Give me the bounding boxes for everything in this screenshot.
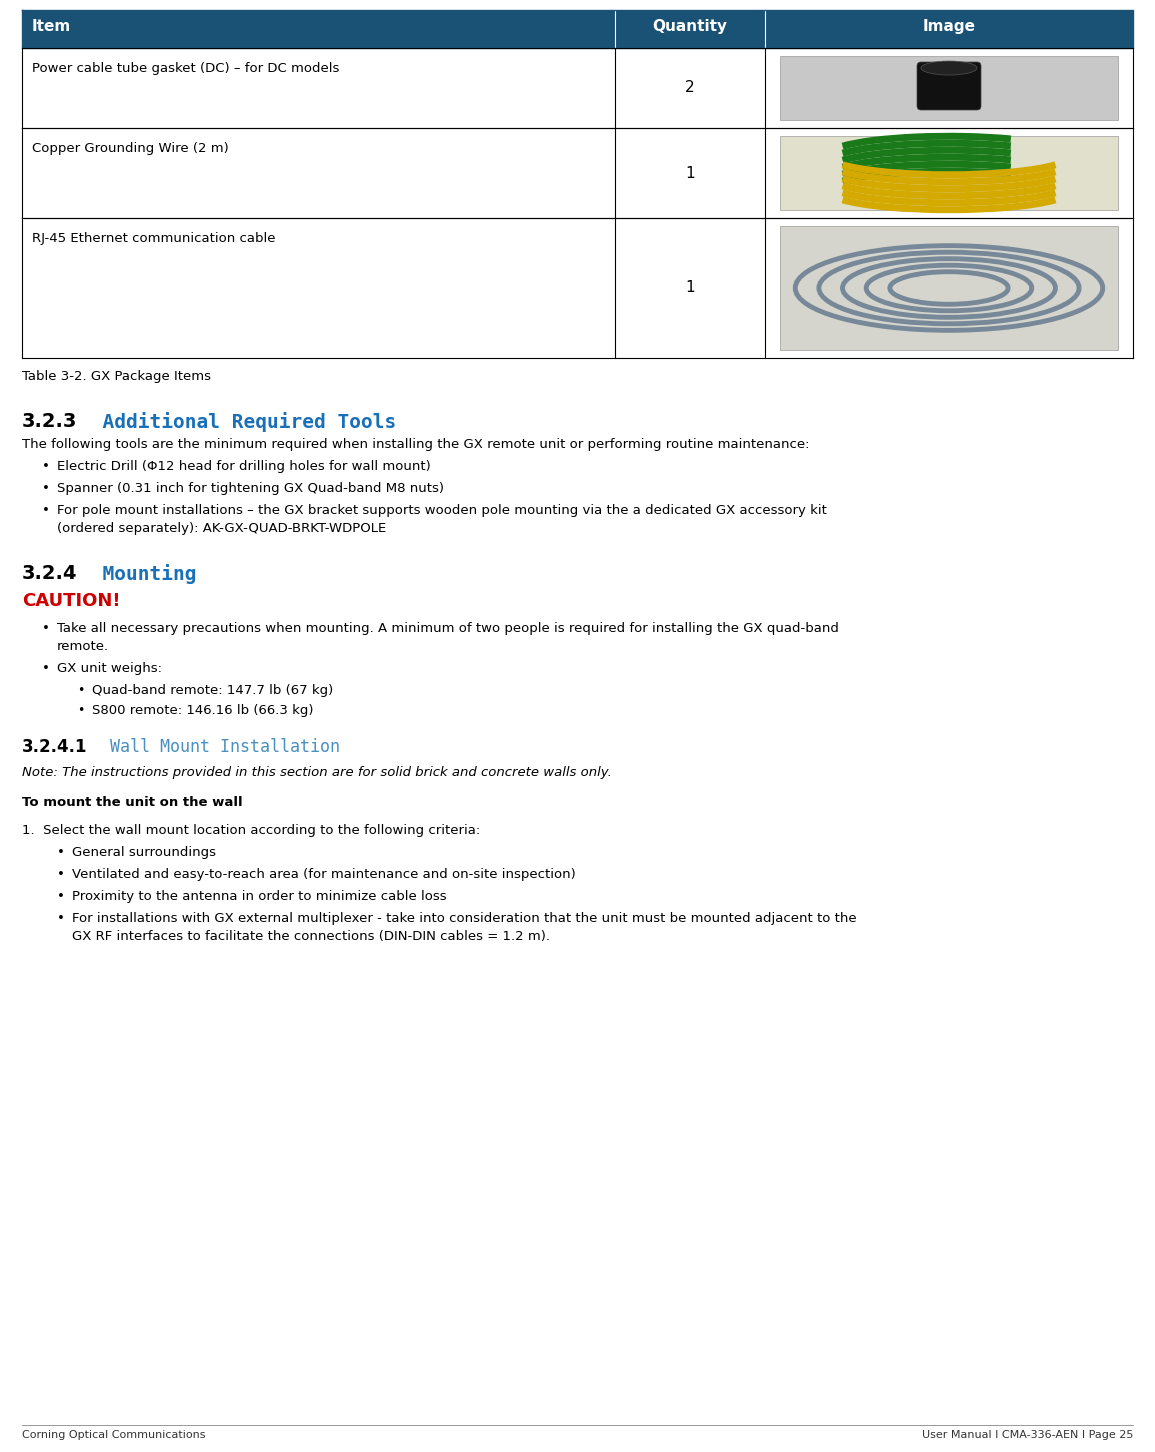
Text: Note: The instructions provided in this section are for solid brick and concrete: Note: The instructions provided in this …: [22, 767, 612, 780]
Text: •: •: [77, 704, 84, 717]
Text: •: •: [42, 482, 50, 495]
Text: •: •: [57, 912, 65, 925]
Text: To mount the unit on the wall: To mount the unit on the wall: [22, 796, 243, 809]
Text: Spanner (0.31 inch for tightening GX Quad-band M8 nuts): Spanner (0.31 inch for tightening GX Qua…: [57, 482, 444, 495]
Text: Wall Mount Installation: Wall Mount Installation: [100, 738, 340, 756]
Text: •: •: [57, 890, 65, 903]
Text: For pole mount installations – the GX bracket supports wooden pole mounting via : For pole mount installations – the GX br…: [57, 504, 827, 517]
Text: RJ-45 Ethernet communication cable: RJ-45 Ethernet communication cable: [32, 232, 276, 245]
Text: 1.  Select the wall mount location according to the following criteria:: 1. Select the wall mount location accord…: [22, 823, 480, 836]
Text: Corning Optical Communications: Corning Optical Communications: [22, 1430, 206, 1440]
Bar: [780, 136, 1118, 211]
Text: For installations with GX external multiplexer - take into consideration that th: For installations with GX external multi…: [72, 912, 857, 925]
Text: Electric Drill (Φ12 head for drilling holes for wall mount): Electric Drill (Φ12 head for drilling ho…: [57, 460, 431, 473]
Text: User Manual I CMA-336-AEN I Page 25: User Manual I CMA-336-AEN I Page 25: [922, 1430, 1133, 1440]
Text: Proximity to the antenna in order to minimize cable loss: Proximity to the antenna in order to min…: [72, 890, 447, 903]
Text: (ordered separately): AK-GX-QUAD-BRKT-WDPOLE: (ordered separately): AK-GX-QUAD-BRKT-WD…: [57, 523, 386, 534]
Text: •: •: [57, 868, 65, 881]
Text: Take all necessary precautions when mounting. A minimum of two people is require: Take all necessary precautions when moun…: [57, 621, 839, 635]
Text: S800 remote: 146.16 lb (66.3 kg): S800 remote: 146.16 lb (66.3 kg): [92, 704, 313, 717]
Text: •: •: [77, 684, 84, 697]
Text: remote.: remote.: [57, 640, 109, 653]
Text: •: •: [42, 460, 50, 473]
Text: Image: Image: [923, 19, 976, 33]
Text: •: •: [42, 504, 50, 517]
Text: The following tools are the minimum required when installing the GX remote unit : The following tools are the minimum requ…: [22, 439, 810, 452]
Text: GX RF interfaces to facilitate the connections (DIN-DIN cables = 1.2 m).: GX RF interfaces to facilitate the conne…: [72, 929, 550, 942]
Text: 3.2.4.1: 3.2.4.1: [22, 738, 88, 756]
Text: GX unit weighs:: GX unit weighs:: [57, 662, 162, 675]
Text: •: •: [42, 621, 50, 635]
Text: 1: 1: [685, 280, 695, 296]
Text: Quad-band remote: 147.7 lb (67 kg): Quad-band remote: 147.7 lb (67 kg): [92, 684, 334, 697]
Text: Table 3-2. GX Package Items: Table 3-2. GX Package Items: [22, 370, 211, 383]
Bar: [780, 227, 1118, 350]
Text: 1: 1: [685, 166, 695, 180]
Text: CAUTION!: CAUTION!: [22, 592, 120, 610]
Text: Item: Item: [32, 19, 72, 33]
Text: Quantity: Quantity: [653, 19, 728, 33]
Text: Ventilated and easy-to-reach area (for maintenance and on-site inspection): Ventilated and easy-to-reach area (for m…: [72, 868, 575, 881]
Text: Mounting: Mounting: [79, 563, 196, 584]
Bar: [22, 10, 1133, 48]
Text: Power cable tube gasket (DC) – for DC models: Power cable tube gasket (DC) – for DC mo…: [32, 62, 340, 76]
Text: General surroundings: General surroundings: [72, 847, 216, 860]
Text: 3.2.4: 3.2.4: [22, 563, 77, 584]
Text: •: •: [57, 847, 65, 860]
FancyBboxPatch shape: [917, 62, 981, 110]
Ellipse shape: [921, 61, 977, 76]
Text: Additional Required Tools: Additional Required Tools: [79, 412, 396, 433]
Text: Copper Grounding Wire (2 m): Copper Grounding Wire (2 m): [32, 142, 229, 155]
Text: 3.2.3: 3.2.3: [22, 412, 77, 431]
Bar: [780, 57, 1118, 121]
Text: 2: 2: [685, 80, 695, 96]
Text: •: •: [42, 662, 50, 675]
